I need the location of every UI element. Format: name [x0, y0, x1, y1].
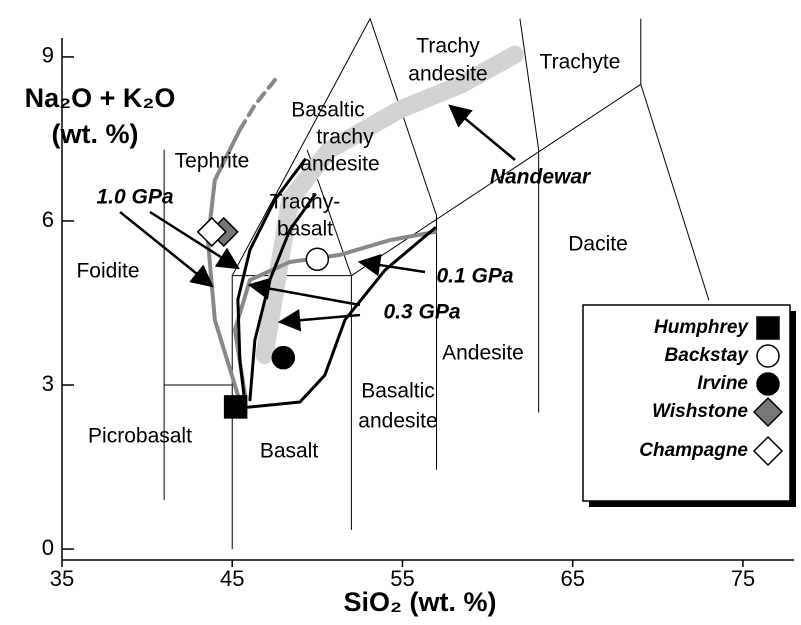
- x-axis-label: SiO₂ (wt. %): [344, 587, 497, 617]
- field-label: Foidite: [76, 260, 139, 283]
- field-label: Andesite: [442, 342, 524, 365]
- annotation: Nandewar: [490, 166, 592, 189]
- field-boundary: [640, 84, 710, 301]
- model-curve: [255, 45, 524, 364]
- legend-label: Humphrey: [654, 317, 749, 338]
- arrow: [119, 211, 214, 288]
- model-curve: [232, 229, 437, 397]
- x-tick-label: 45: [220, 566, 244, 591]
- annotation: 0.1 GPa: [436, 265, 513, 288]
- field-label: Trachy: [416, 35, 480, 58]
- annotation: 0.3 GPa: [383, 301, 460, 324]
- legend-marker: [756, 372, 780, 396]
- field-label: Trachyte: [540, 51, 621, 74]
- data-point: [271, 345, 296, 370]
- arrow: [277, 309, 361, 332]
- y-axis-label: Na₂O + K₂O: [25, 83, 176, 113]
- y-axis-label: (wt. %): [52, 119, 139, 149]
- field-label: Basalt: [260, 440, 319, 463]
- field-label: andesite: [408, 63, 487, 86]
- field-boundary: [519, 18, 540, 413]
- field-label: Picrobasalt: [88, 425, 192, 448]
- x-tick-label: 35: [50, 566, 74, 591]
- model-curve: [238, 226, 437, 410]
- model-curve: [237, 77, 277, 132]
- field-boundary: [231, 17, 437, 276]
- points: Humphrey Backstay Irvine Wishstone Champagne: [196, 216, 784, 467]
- x-tick-label: 65: [560, 566, 584, 591]
- field-label: andesite: [300, 153, 379, 176]
- data-point: [305, 247, 330, 272]
- arrow: [247, 277, 361, 307]
- field-boundary: [351, 83, 642, 277]
- legend-label: Backstay: [665, 345, 750, 366]
- field-label: basalt: [277, 218, 333, 241]
- legend-label: Wishstone: [652, 401, 748, 422]
- legend-marker: [756, 316, 780, 340]
- field-label: Trachy-: [270, 191, 340, 214]
- y-tick-label: 0: [42, 535, 54, 560]
- arrow: [448, 104, 516, 161]
- field-label: Basaltic: [291, 99, 365, 122]
- legend-marker: [752, 435, 784, 467]
- annotation: 1.0 GPa: [96, 186, 173, 209]
- legend-label: Irvine: [697, 373, 748, 394]
- arrow: [149, 210, 240, 270]
- x-tick-label: 55: [390, 566, 414, 591]
- y-tick-label: 9: [42, 43, 54, 68]
- legend-marker: [752, 396, 784, 428]
- data-point: [196, 216, 227, 247]
- y-tick-label: 3: [42, 371, 54, 396]
- arrows: [119, 104, 516, 332]
- field-label: trachy: [316, 126, 374, 149]
- x-tick-label: 75: [731, 566, 755, 591]
- field-label: Tephrite: [175, 150, 250, 173]
- legend-label: Champagne: [639, 440, 748, 461]
- model-curve: [236, 158, 307, 407]
- arrow: [357, 253, 426, 277]
- field-label: Basaltic: [361, 380, 435, 403]
- legend-marker: [756, 344, 780, 368]
- legend: [582, 304, 791, 502]
- field-label: Dacite: [568, 233, 628, 256]
- y-tick-label: 6: [42, 207, 54, 232]
- field-label: andesite: [358, 410, 437, 433]
- data-point: [223, 395, 248, 419]
